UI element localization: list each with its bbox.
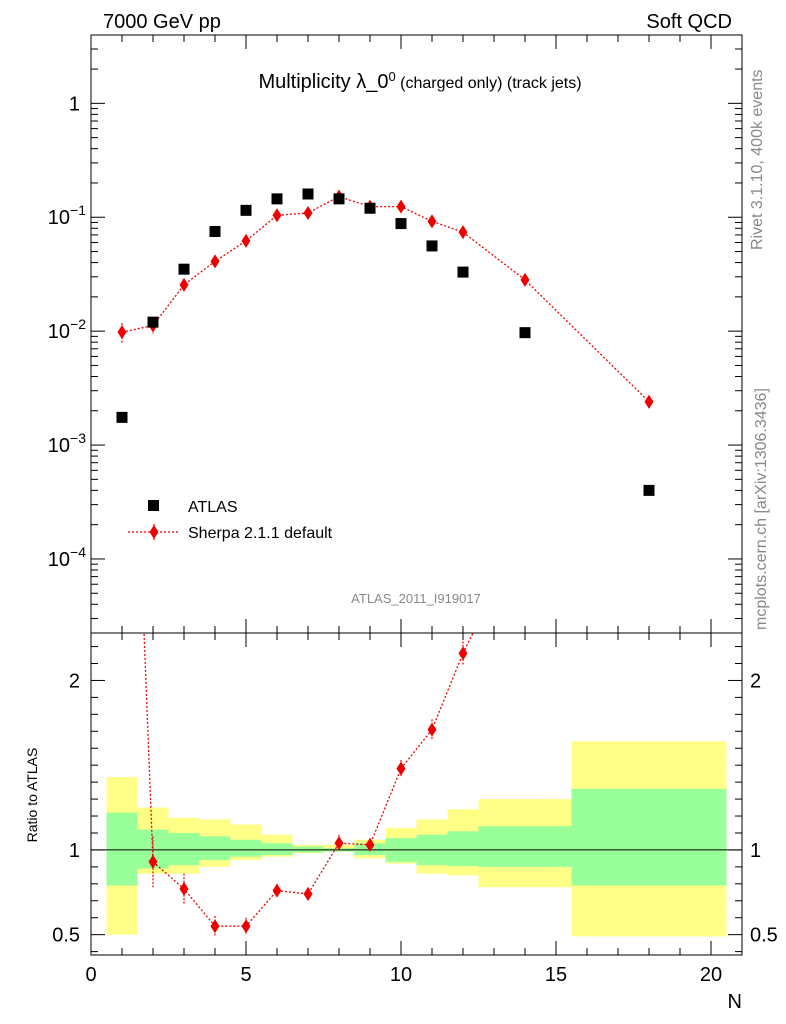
ratio-mc-point <box>334 836 344 851</box>
ratio-mc-point <box>241 919 251 934</box>
data-point <box>395 218 407 230</box>
ratio-y-tick-label-right: 2 <box>750 670 761 692</box>
mc-series <box>117 189 654 409</box>
y-tick-label: 10−3 <box>48 430 86 457</box>
x-tick-label: 5 <box>240 964 251 986</box>
x-axis-label: N <box>728 991 742 1013</box>
source-label: mcplots.cern.ch [arXiv:1306.3436] <box>753 388 770 630</box>
mc-point <box>179 277 189 292</box>
data-point <box>116 411 128 423</box>
data-point <box>643 484 655 496</box>
header-right: Soft QCD <box>646 11 732 33</box>
x-tick-label: 10 <box>390 964 412 986</box>
analysis-label: ATLAS_2011_I919017 <box>351 591 481 606</box>
legend-marker-mc <box>149 525 159 539</box>
data-point <box>426 240 438 252</box>
ratio-mc-point <box>210 919 220 934</box>
ratio-band-inner <box>168 832 200 866</box>
data-point <box>147 316 159 328</box>
legend-label-mc: Sherpa 2.1.1 default <box>188 525 333 542</box>
y-tick-label: 10−1 <box>48 202 86 229</box>
mc-point <box>241 233 251 248</box>
ratio-bands <box>91 741 742 937</box>
ratio-mc-point <box>179 881 189 896</box>
ratio-band-inner <box>447 831 479 867</box>
ratio-mc-point <box>365 837 375 852</box>
x-tick-label: 15 <box>545 964 567 986</box>
mc-point <box>396 199 406 214</box>
mc-line <box>121 195 650 403</box>
data-point <box>178 263 190 275</box>
legend-label-data: ATLAS <box>188 499 238 516</box>
y-tick-label: 10−2 <box>48 316 86 343</box>
ratio-mc-point <box>272 883 282 898</box>
ratio-mc-line <box>143 633 474 927</box>
data-point <box>209 225 221 237</box>
ratio-band-inner <box>261 843 293 856</box>
ratio-y-tick-label-right: 0.5 <box>750 925 778 947</box>
legend-marker-data <box>148 500 159 511</box>
data-point <box>240 204 252 216</box>
ratio-y-axis-label: Ratio to ATLAS <box>24 748 40 843</box>
ratio-band-inner <box>571 788 727 886</box>
ratio-mc-point <box>427 722 437 737</box>
ratio-y-tick-label: 0.5 <box>52 925 80 947</box>
mc-point <box>303 205 313 220</box>
ratio-frame <box>90 632 743 956</box>
ratio-mc-point <box>396 761 406 776</box>
data-series <box>116 188 655 496</box>
ratio-band-inner <box>478 826 572 867</box>
data-point <box>333 193 345 205</box>
legend: ATLAS Sherpa 2.1.1 default <box>128 499 333 542</box>
mc-point <box>520 272 530 287</box>
ratio-y-tick-label: 1 <box>69 840 80 862</box>
mc-point <box>427 214 437 229</box>
x-tick-label: 0 <box>85 964 96 986</box>
chart-title: Multiplicity λ_00 (charged only) (track … <box>258 69 581 94</box>
rivet-version-label: Rivet 3.1.10, 400k events <box>749 69 766 250</box>
y-tick-label: 10−4 <box>48 544 86 571</box>
mc-point <box>458 225 468 240</box>
ratio-band-inner <box>106 812 138 886</box>
y-tick-label: 1 <box>69 93 80 115</box>
data-point <box>271 193 283 205</box>
ratio-y-tick-label: 2 <box>69 670 80 692</box>
ratio-mc-series <box>143 633 474 937</box>
mc-point <box>210 254 220 269</box>
mc-point <box>272 208 282 223</box>
ratio-mc-point <box>303 886 313 901</box>
header-left: 7000 GeV pp <box>103 11 221 33</box>
x-tick-label: 20 <box>700 964 722 986</box>
data-point <box>364 202 376 214</box>
ratio-mc-point <box>148 854 158 869</box>
data-point <box>519 327 531 339</box>
data-point <box>457 266 469 278</box>
ratio-mc-point <box>458 646 468 661</box>
ratio-band-inner <box>199 836 231 861</box>
ratio-y-tick-label-right: 1 <box>750 840 761 862</box>
data-point <box>302 188 314 200</box>
main-frame <box>90 34 743 634</box>
main-panel: Multiplicity λ_00 (charged only) (track … <box>48 34 743 634</box>
ratio-band-inner <box>230 839 262 857</box>
mc-point <box>644 394 654 409</box>
mc-point <box>117 325 127 340</box>
